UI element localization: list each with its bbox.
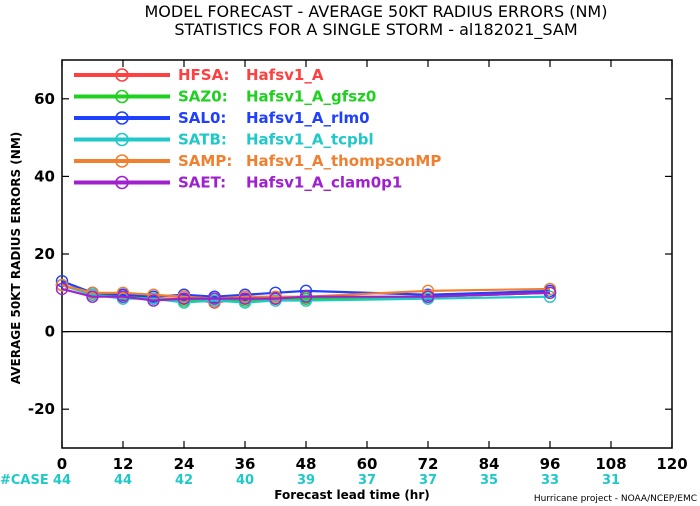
data-point [543, 282, 557, 296]
chart-title: MODEL FORECAST - AVERAGE 50KT RADIUS ERR… [145, 2, 608, 21]
legend-series-code: SAL0: [178, 109, 226, 127]
data-point [177, 292, 191, 305]
x-tick-label: 48 [296, 455, 317, 473]
legend-series-code: SAZ0: [178, 88, 228, 106]
case-count: 44 [53, 473, 71, 488]
x-tick-label: 24 [174, 455, 195, 473]
x-tick-label: 0 [57, 455, 67, 473]
legend-series-code: SATB: [178, 131, 227, 149]
x-tick-label: 108 [595, 455, 626, 473]
y-axis-ticks: -20 0 20 40 60 [28, 90, 672, 418]
legend-series-label: Hafsv1_A_thompsonMP [246, 152, 441, 170]
y-tick-label: 0 [45, 323, 55, 341]
legend-entry: SATB: Hafsv1_A_tcpbl [74, 131, 374, 149]
legend-marker [115, 111, 129, 125]
y-axis-label: AVERAGE 50KT RADIUS ERRORS (NM) [9, 132, 23, 384]
case-count: 35 [480, 473, 498, 488]
data-point [543, 290, 557, 303]
y-tick-label: 60 [34, 90, 55, 108]
case-count: 40 [236, 473, 254, 488]
x-tick-label: 72 [418, 455, 439, 473]
legend-entry: SAZ0: Hafsv1_A_gfsz0 [74, 88, 376, 106]
x-tick-label: 60 [357, 455, 378, 473]
case-count-row: #CASE 44 44 42 40 39 37 37 35 33 31 [0, 473, 620, 488]
credit-text: Hurricane project - NOAA/NCEP/EMC [534, 494, 697, 504]
data-point [55, 274, 69, 288]
legend-series-label: Hafsv1_A_gfsz0 [246, 88, 376, 106]
plot-area: 0 12 24 36 48 60 72 84 96 108 120 -20 0 20 40 60 HFSA:… [28, 59, 688, 473]
legend-series-label: Hafsv1_A_rlm0 [246, 109, 370, 127]
data-point [86, 286, 99, 299]
data-point [543, 286, 557, 299]
case-count: 39 [297, 473, 315, 488]
case-count: 37 [419, 473, 437, 488]
legend-marker [115, 175, 129, 190]
legend-series-code: SAMP: [178, 152, 232, 170]
legend-marker [115, 68, 129, 82]
case-count: 44 [114, 473, 132, 488]
legend-marker [115, 89, 129, 104]
legend-series-code: HFSA: [178, 66, 230, 84]
legend-marker [115, 132, 129, 147]
legend-entry: HFSA: Hafsv1_A [74, 66, 324, 84]
data-point [299, 294, 313, 307]
x-axis-ticks: 0 12 24 36 48 60 72 84 96 108 120 [57, 60, 688, 473]
data-point [269, 292, 282, 305]
legend-series-label: Hafsv1_A [246, 66, 324, 84]
data-point [299, 290, 313, 303]
case-count: 37 [358, 473, 376, 488]
series-saet [55, 282, 557, 307]
x-tick-label: 12 [113, 455, 134, 473]
data-point [147, 294, 160, 307]
case-count: 31 [602, 473, 620, 488]
legend-entry: SAET: Hafsv1_A_clam0p1 [74, 174, 402, 192]
series-line [61, 287, 551, 302]
data-point [55, 282, 69, 296]
case-count: 33 [541, 473, 559, 488]
legend-series-label: Hafsv1_A_tcpbl [246, 131, 374, 149]
y-tick-label: 40 [34, 167, 55, 185]
legend-entry: SAMP: Hafsv1_A_thompsonMP [74, 152, 441, 170]
data-point [116, 290, 130, 303]
legend-series-code: SAET: [178, 174, 226, 192]
legend: HFSA: Hafsv1_A SAZ0: Hafsv1_A_gfsz0 SAL0: Haf… [74, 66, 441, 192]
legend-series-label: Hafsv1_A_clam0p1 [246, 174, 402, 192]
series-layer [55, 274, 557, 309]
data-point [208, 292, 221, 305]
x-tick-label: 36 [235, 455, 256, 473]
data-point [86, 290, 99, 303]
legend-entry: SAL0: Hafsv1_A_rlm0 [74, 109, 370, 127]
case-count: 42 [175, 473, 193, 488]
data-point [55, 278, 69, 292]
x-tick-label: 96 [540, 455, 561, 473]
series-line [61, 280, 551, 298]
y-tick-label: 20 [34, 245, 55, 263]
x-tick-label: 120 [656, 455, 687, 473]
y-tick-label: -20 [28, 400, 55, 418]
legend-marker [115, 154, 129, 168]
chart-subtitle: STATISTICS FOR A SINGLE STORM - al182021… [174, 20, 577, 40]
data-point [421, 290, 435, 303]
data-point [238, 292, 252, 305]
x-axis-label: Forecast lead time (hr) [274, 488, 430, 502]
case-label: #CASE [0, 473, 49, 488]
data-point [116, 286, 130, 299]
x-tick-label: 84 [479, 455, 500, 473]
